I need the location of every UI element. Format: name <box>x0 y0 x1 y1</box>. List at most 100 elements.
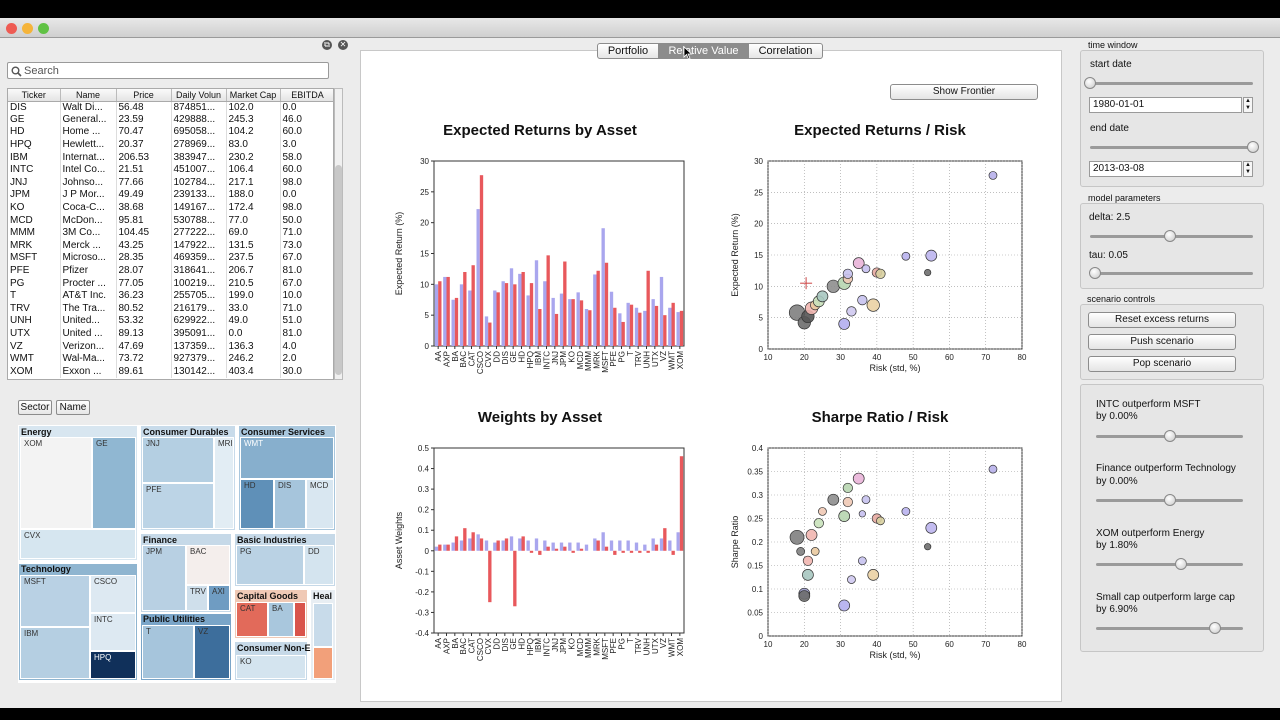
slider-knob[interactable] <box>1163 430 1176 442</box>
table-row[interactable]: HPQ Hewlett... 20.37 278969... 83.0 3.0 <box>8 138 333 152</box>
bar <box>671 302 675 346</box>
search-field[interactable]: Search <box>7 62 329 79</box>
sector-treemap[interactable]: Energy XOM GE CVX Consumer Durables JNJ … <box>18 425 336 683</box>
treemap-cell[interactable] <box>313 603 333 647</box>
table-row[interactable]: XOM Exxon ... 89.61 130142... 403.4 30.0 <box>8 365 333 379</box>
start-date-field[interactable]: 1980-01-01 <box>1089 97 1242 113</box>
table-row[interactable]: KO Coca-C... 38.68 149167... 172.4 98.0 <box>8 201 333 215</box>
table-row[interactable]: TRV The Tra... 80.52 216179... 33.0 71.0 <box>8 302 333 316</box>
treemap-cell[interactable]: AXI <box>208 585 230 611</box>
treemap-cell[interactable]: DIS <box>274 479 306 529</box>
pop-scenario-button[interactable]: Pop scenario <box>1088 356 1236 372</box>
slider-knob[interactable] <box>1163 494 1176 506</box>
slider-knob[interactable] <box>1084 77 1096 89</box>
treemap-cell[interactable]: KO <box>236 655 306 679</box>
minimize-window-icon[interactable] <box>22 23 33 34</box>
table-row[interactable]: MSFT Microso... 28.35 469359... 237.5 67.0 <box>8 252 333 265</box>
treemap-cell[interactable]: BA <box>268 602 294 637</box>
column-header[interactable]: EBITDA <box>280 89 333 102</box>
y-tick-label: 0.35 <box>747 468 763 477</box>
column-header[interactable]: Ticker <box>8 89 61 102</box>
end-date-stepper[interactable]: ▲ ▼ <box>1243 161 1253 177</box>
scenario-slider[interactable] <box>1096 621 1243 635</box>
tab-portfolio[interactable]: Portfolio <box>597 43 659 59</box>
sector-button[interactable]: Sector <box>18 400 52 415</box>
slider-knob[interactable] <box>1247 141 1259 153</box>
delta-slider[interactable] <box>1090 229 1253 243</box>
treemap-cell[interactable]: JNJ <box>142 437 214 483</box>
slider-knob[interactable] <box>1163 230 1176 242</box>
treemap-cell[interactable]: VZ <box>194 625 230 679</box>
treemap-cell[interactable]: JPM <box>142 545 186 611</box>
bar <box>679 456 684 551</box>
tab-relative-value[interactable]: Relative Value <box>659 43 748 59</box>
treemap-cell[interactable]: HD <box>240 479 274 529</box>
treemap-cell[interactable]: MSFT <box>20 575 90 627</box>
treemap-cell[interactable]: TRV <box>186 585 208 611</box>
table-row[interactable]: MCD McDon... 95.81 530788... 77.0 50.0 <box>8 214 333 227</box>
table-row[interactable]: PFE Pfizer 28.07 318641... 206.7 81.0 <box>8 264 333 278</box>
reset-excess-returns-button[interactable]: Reset excess returns <box>1088 312 1236 328</box>
scenario-slider[interactable] <box>1096 429 1243 443</box>
column-header[interactable]: Price <box>116 89 172 102</box>
treemap-cell[interactable]: BAC <box>186 545 230 585</box>
treemap-cell[interactable]: CVX <box>20 529 136 559</box>
table-row[interactable]: UNH United... 53.32 629922... 49.0 51.0 <box>8 315 333 328</box>
table-row[interactable]: DIS Walt Di... 56.48 874851... 102.0 0.0 <box>8 101 333 114</box>
column-header[interactable]: Daily Volun <box>171 89 227 102</box>
treemap-cell[interactable]: GE <box>92 437 136 529</box>
treemap-cell[interactable]: WMT <box>240 437 334 479</box>
treemap-cell[interactable]: T <box>142 625 194 679</box>
treemap-cell[interactable]: XOM <box>20 437 92 529</box>
pane-close-icon[interactable]: ✕ <box>338 40 348 50</box>
table-row[interactable]: GE General... 23.59 429888... 245.3 46.0 <box>8 113 333 127</box>
treemap-cell[interactable] <box>294 602 306 637</box>
table-row[interactable]: JNJ Johnso... 77.66 102784... 217.1 98.0 <box>8 176 333 190</box>
scenario-slider[interactable] <box>1096 493 1243 507</box>
treemap-cell[interactable]: PG <box>236 545 304 585</box>
scenario-slider[interactable] <box>1096 557 1243 571</box>
column-header[interactable]: Market Cap <box>226 89 281 102</box>
treemap-cell[interactable]: HPQ <box>90 651 136 679</box>
table-row[interactable]: PG Procter ... 77.05 100219... 210.5 67.0 <box>8 277 333 290</box>
pane-float-icon[interactable]: ⧉ <box>322 40 332 50</box>
table-cell: 130142... <box>171 365 227 379</box>
table-row[interactable]: UTX United ... 89.13 395091... 0.0 81.0 <box>8 327 333 341</box>
treemap-cell[interactable]: IBM <box>20 627 90 679</box>
slider-knob[interactable] <box>1088 267 1101 279</box>
table-row[interactable]: VZ Verizon... 47.69 137359... 136.3 4.0 <box>8 340 333 353</box>
treemap-cell[interactable]: PFE <box>142 483 214 529</box>
column-header[interactable]: Name <box>60 89 117 102</box>
end-date-field[interactable]: 2013-03-08 <box>1089 161 1242 177</box>
table-row[interactable]: JPM J P Mor... 49.49 239133... 188.0 0.0 <box>8 189 333 202</box>
treemap-cell[interactable]: CSCO <box>90 575 136 613</box>
zoom-window-icon[interactable] <box>38 23 49 34</box>
table-row[interactable]: IBM Internat... 206.53 383947... 230.2 58.0 <box>8 151 333 164</box>
close-window-icon[interactable] <box>6 23 17 34</box>
table-row[interactable]: WMT Wal-Ma... 73.72 927379... 246.2 2.0 <box>8 352 333 366</box>
treemap-cell[interactable]: MRI <box>214 437 234 529</box>
x-tick-label: MSFT <box>601 638 610 660</box>
treemap-cell[interactable]: INTC <box>90 613 136 651</box>
show-frontier-button[interactable]: Show Frontier <box>890 84 1038 100</box>
stock-table[interactable]: Ticker Name Price Daily Volun Market Cap EBIT… <box>7 88 334 380</box>
table-row[interactable]: T AT&T Inc. 36.23 255705... 199.0 10.0 <box>8 289 333 303</box>
start-date-stepper[interactable]: ▲ ▼ <box>1243 97 1253 113</box>
treemap-cell[interactable]: MCD <box>306 479 334 529</box>
start-date-slider[interactable] <box>1084 76 1253 90</box>
end-date-slider[interactable] <box>1090 140 1259 154</box>
table-row[interactable]: MMM 3M Co... 104.45 277222... 69.0 71.0 <box>8 226 333 240</box>
tau-slider[interactable] <box>1088 266 1253 280</box>
name-button[interactable]: Name <box>56 400 90 415</box>
tab-correlation[interactable]: Correlation <box>748 43 823 59</box>
slider-knob[interactable] <box>1175 558 1188 570</box>
treemap-cell[interactable]: DD <box>304 545 334 585</box>
push-scenario-button[interactable]: Push scenario <box>1088 334 1236 350</box>
table-row[interactable]: INTC Intel Co... 21.51 451007... 106.4 60.0 <box>8 163 333 177</box>
table-scrollbar-thumb[interactable] <box>335 165 342 375</box>
treemap-cell[interactable] <box>313 647 333 679</box>
treemap-cell[interactable]: CAT <box>236 602 268 637</box>
table-row[interactable]: HD Home ... 70.47 695058... 104.2 60.0 <box>8 126 333 139</box>
slider-knob[interactable] <box>1209 622 1222 634</box>
table-row[interactable]: MRK Merck ... 43.25 147922... 131.5 73.0 <box>8 239 333 253</box>
